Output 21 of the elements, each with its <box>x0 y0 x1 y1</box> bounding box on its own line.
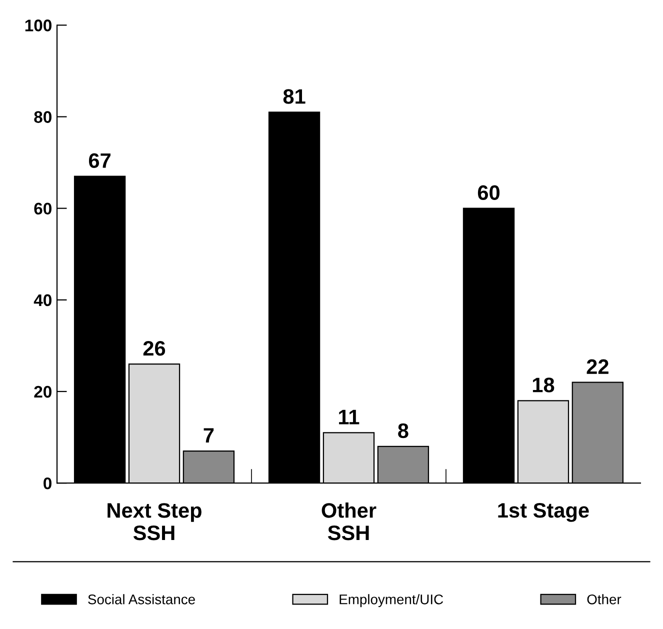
y-tick-label: 0 <box>44 477 52 490</box>
data-label: 26 <box>143 340 166 356</box>
legend-label: Employment/UIC <box>340 594 444 608</box>
data-label: 60 <box>478 185 500 200</box>
data-label: 18 <box>532 378 554 392</box>
data-label: 11 <box>339 410 360 424</box>
legend-label: Other <box>587 594 622 604</box>
y-tick-label: 60 <box>34 202 52 215</box>
data-label: 22 <box>586 359 608 374</box>
x-tick-label: Next Step SSH <box>108 503 202 540</box>
y-tick-label: 20 <box>34 386 52 398</box>
data-label: 81 <box>283 89 306 104</box>
y-tick-label: 80 <box>34 111 52 123</box>
y-tick-label: 40 <box>34 294 52 306</box>
x-tick-label: 1st Stage <box>498 502 589 522</box>
x-tick-label: Other SSH <box>322 502 376 540</box>
y-tick-label: 100 <box>25 20 52 32</box>
legend-label: Social Assistance <box>88 594 195 604</box>
data-label: 67 <box>88 153 110 168</box>
data-label: 8 <box>398 423 408 438</box>
data-label: 7 <box>204 428 214 443</box>
